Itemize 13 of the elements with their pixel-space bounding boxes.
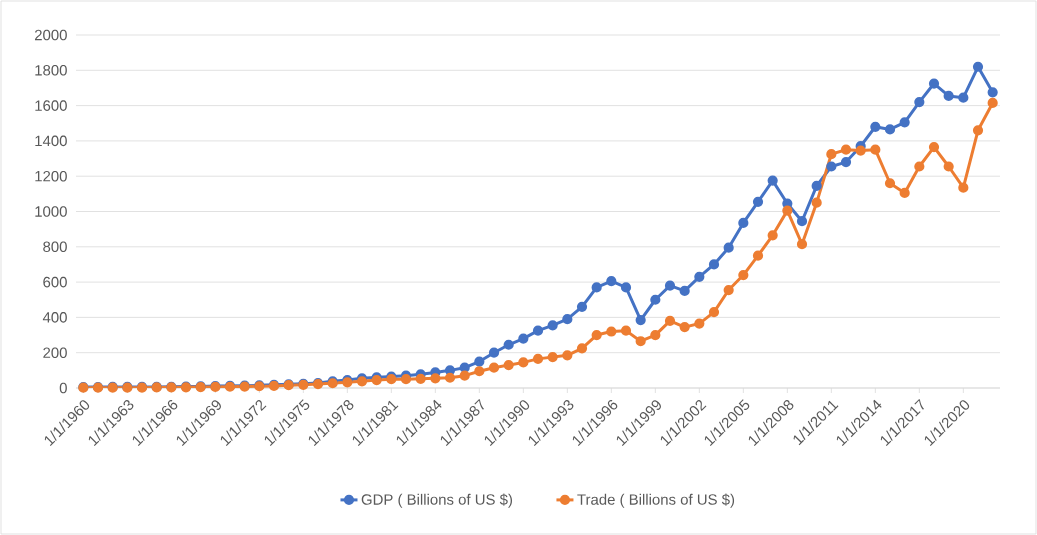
y-tick-label: 800 xyxy=(43,241,67,253)
y-tick-label: 1000 xyxy=(35,206,67,217)
y-tick-label: 400 xyxy=(42,312,67,323)
y-tick-label: 0 xyxy=(59,382,67,394)
legend-label: GDP ( Billions of US $) xyxy=(361,493,513,508)
y-tick-label: 1400 xyxy=(35,135,67,147)
y-tick-label: 2000 xyxy=(34,29,67,41)
y-tick-label: 600 xyxy=(43,276,67,288)
legend-label: Trade ( Billions of US $) xyxy=(577,493,735,508)
y-tick-label: 200 xyxy=(43,347,67,358)
y-tick-label: 1800 xyxy=(35,65,67,76)
y-tick-label: 1600 xyxy=(35,100,67,111)
y-tick-label: 1200 xyxy=(35,170,67,182)
